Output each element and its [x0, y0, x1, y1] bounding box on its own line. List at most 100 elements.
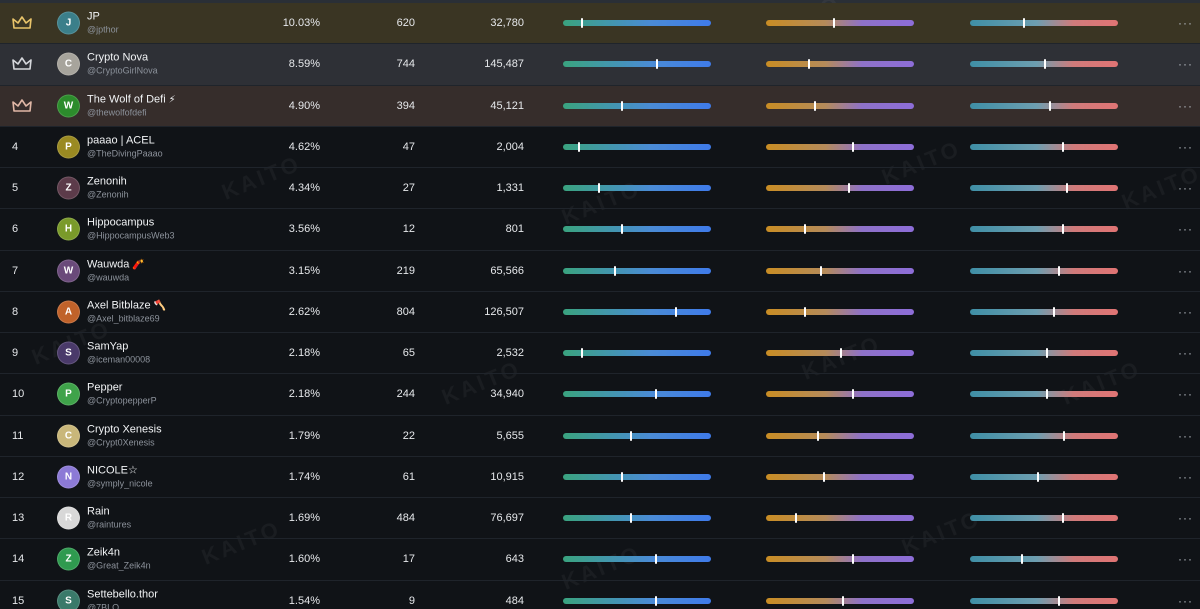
more-options-icon[interactable]: ···	[1178, 387, 1193, 402]
user-name[interactable]: Rain	[87, 506, 131, 519]
rank-number: 8	[12, 305, 19, 318]
user-name[interactable]: Pepper	[87, 382, 157, 395]
user-cell[interactable]: Wauwda 🧨 @wauwda	[87, 258, 145, 283]
bar-marker	[578, 141, 580, 152]
rank-number: 12	[12, 470, 25, 483]
more-options-icon[interactable]: ···	[1178, 511, 1193, 526]
user-cell[interactable]: NICOLE☆ @symply_nicole	[87, 464, 153, 489]
avatar[interactable]: P	[57, 135, 80, 159]
table-row[interactable]: C Crypto Nova @CryptoGirlNova 8.59% 744 …	[0, 44, 1200, 86]
more-options-icon[interactable]: ···	[1178, 469, 1193, 484]
more-options-icon[interactable]: ···	[1178, 304, 1193, 319]
metric-bar-2	[766, 265, 914, 276]
user-cell[interactable]: Zenonih @Zenonih	[87, 176, 129, 201]
table-row[interactable]: 6 H Hippocampus @HippocampusWeb3 3.56% 1…	[0, 209, 1200, 251]
avatar[interactable]: P	[57, 382, 80, 406]
rank-number: 15	[12, 594, 25, 607]
metric-bar-1	[563, 513, 711, 524]
user-handle: @iceman00008	[87, 354, 151, 365]
avatar[interactable]: Z	[57, 176, 80, 200]
bar-marker	[621, 471, 623, 482]
user-name[interactable]: JP	[87, 11, 119, 24]
avatar[interactable]: J	[57, 11, 80, 35]
user-name[interactable]: The Wolf of Defi ⚡	[87, 93, 176, 106]
user-cell[interactable]: Rain @raintures	[87, 506, 131, 531]
user-handle: @symply_nicole	[87, 478, 153, 489]
user-name[interactable]: Axel Bitblaze 🪓	[87, 299, 166, 312]
user-handle: @7BLO	[87, 602, 120, 609]
user-cell[interactable]: Axel Bitblaze 🪓 @Axel_bitblaze69	[87, 299, 166, 324]
avatar[interactable]: H	[57, 217, 80, 241]
user-name[interactable]: Wauwda 🧨	[87, 258, 145, 271]
metric-bar-2	[766, 141, 914, 152]
table-row[interactable]: W The Wolf of Defi ⚡ @thewolfofdefi 4.90%…	[0, 85, 1200, 127]
avatar[interactable]: W	[57, 259, 80, 283]
leaderboard-table: J JP @jpthor 10.03% 620 32,780 ··· C Cry…	[0, 3, 1200, 609]
avatar[interactable]: N	[57, 465, 80, 489]
user-handle: @raintures	[87, 519, 132, 530]
user-name[interactable]: NICOLE☆	[87, 464, 153, 477]
metric-total: 2,532	[496, 347, 524, 360]
avatar[interactable]: R	[57, 506, 80, 530]
metric-bar-3	[970, 265, 1118, 276]
more-options-icon[interactable]: ···	[1178, 222, 1193, 237]
user-cell[interactable]: Zeik4n @Great_Zeik4n	[87, 547, 151, 572]
user-cell[interactable]: JP @jpthor	[87, 11, 119, 36]
user-handle: @Great_Zeik4n	[87, 560, 151, 571]
user-cell[interactable]: Crypto Xenesis @Crypt0Xenesis	[87, 423, 162, 448]
user-name[interactable]: paaao | ACEL	[87, 134, 163, 147]
user-name[interactable]: Zeik4n	[87, 547, 151, 560]
user-name[interactable]: Zenonih	[87, 176, 129, 189]
more-options-icon[interactable]: ···	[1178, 428, 1193, 443]
more-options-icon[interactable]: ···	[1178, 346, 1193, 361]
table-row[interactable]: 7 W Wauwda 🧨 @wauwda 3.15% 219 65,566 ···	[0, 251, 1200, 292]
avatar[interactable]: C	[57, 52, 80, 76]
table-row[interactable]: 5 Z Zenonih @Zenonih 4.34% 27 1,331 ···	[0, 168, 1200, 210]
more-options-icon[interactable]: ···	[1178, 139, 1193, 154]
user-name[interactable]: Settebello.thor	[87, 588, 158, 601]
user-name-text: Crypto Xenesis	[87, 423, 162, 436]
user-cell[interactable]: The Wolf of Defi ⚡ @thewolfofdefi	[87, 93, 176, 118]
user-name[interactable]: SamYap	[87, 341, 150, 354]
table-row[interactable]: 13 R Rain @raintures 1.69% 484 76,697 ··…	[0, 498, 1200, 540]
badge-icon: 🪓	[153, 300, 167, 312]
table-row[interactable]: J JP @jpthor 10.03% 620 32,780 ···	[0, 3, 1200, 45]
user-cell[interactable]: Hippocampus @HippocampusWeb3	[87, 217, 175, 242]
user-name[interactable]: Crypto Xenesis	[87, 423, 162, 436]
table-row[interactable]: 9 S SamYap @iceman00008 2.18% 65 2,532 ·…	[0, 333, 1200, 375]
user-cell[interactable]: Pepper @CryptopepperP	[87, 382, 157, 407]
avatar[interactable]: Z	[57, 547, 80, 571]
table-row[interactable]: 4 P paaao | ACEL @TheDivingPaaao 4.62% 4…	[0, 127, 1200, 168]
more-options-icon[interactable]: ···	[1178, 98, 1193, 113]
table-row[interactable]: 15 S Settebello.thor @7BLO 1.54% 9 484 ·…	[0, 581, 1200, 609]
more-options-icon[interactable]: ···	[1178, 552, 1193, 567]
more-options-icon[interactable]: ···	[1178, 181, 1193, 196]
more-options-icon[interactable]: ···	[1178, 57, 1193, 72]
avatar[interactable]: S	[57, 589, 80, 609]
more-options-icon[interactable]: ···	[1178, 16, 1193, 31]
table-row[interactable]: 14 Z Zeik4n @Great_Zeik4n 1.60% 17 643 ·…	[0, 539, 1200, 581]
bar-marker	[823, 471, 825, 482]
mindshare-percent: 4.90%	[288, 99, 320, 112]
user-cell[interactable]: Settebello.thor @7BLO	[87, 588, 158, 609]
user-name[interactable]: Crypto Nova	[87, 52, 158, 65]
more-options-icon[interactable]: ···	[1178, 593, 1193, 608]
bar-marker	[808, 59, 810, 70]
metric-bar-2	[766, 18, 914, 29]
table-row[interactable]: 8 A Axel Bitblaze 🪓 @Axel_bitblaze69 2.62…	[0, 292, 1200, 333]
table-row[interactable]: 11 C Crypto Xenesis @Crypt0Xenesis 1.79%…	[0, 416, 1200, 457]
metric-total: 2,004	[496, 140, 524, 153]
user-name[interactable]: Hippocampus	[87, 217, 175, 230]
avatar[interactable]: C	[57, 424, 80, 448]
avatar[interactable]: S	[57, 341, 80, 365]
bar-marker	[621, 224, 623, 235]
metric-count: 17	[402, 553, 415, 566]
user-cell[interactable]: paaao | ACEL @TheDivingPaaao	[87, 134, 163, 159]
table-row[interactable]: 10 P Pepper @CryptopepperP 2.18% 244 34,…	[0, 374, 1200, 416]
table-row[interactable]: 12 N NICOLE☆ @symply_nicole 1.74% 61 10,…	[0, 457, 1200, 498]
user-cell[interactable]: Crypto Nova @CryptoGirlNova	[87, 52, 158, 77]
avatar[interactable]: A	[57, 300, 80, 324]
user-cell[interactable]: SamYap @iceman00008	[87, 341, 150, 366]
more-options-icon[interactable]: ···	[1178, 263, 1193, 278]
avatar[interactable]: W	[57, 94, 80, 118]
